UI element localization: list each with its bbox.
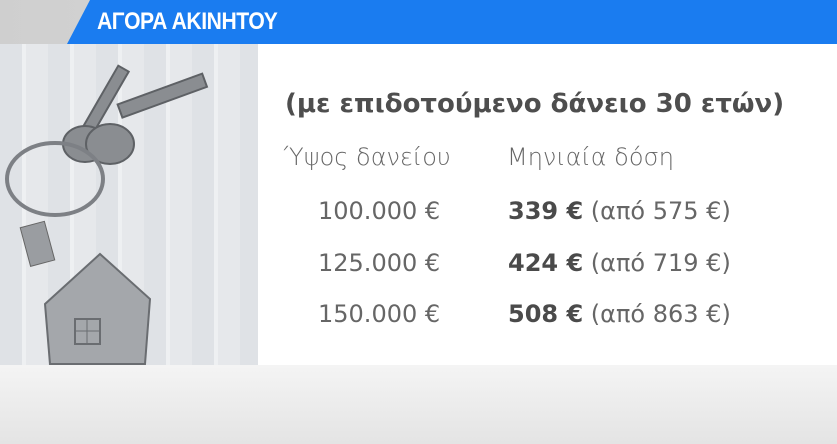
title-banner: ΑΓΟΡΑ ΑΚΙΝΗΤΟΥ [67,0,837,44]
previous-installment: (από 719 €) [590,249,731,277]
info-panel [258,44,837,365]
banner-title: ΑΓΟΡΑ ΑΚΙΝΗΤΟΥ [97,8,278,35]
installment-value: 508 € [508,300,584,328]
header-monthly-installment: Μηνιαία δόση [507,143,674,171]
header-loan-amount: Ύψος δανείου [284,143,451,171]
subtitle: (με επιδοτούμενο δάνειο 30 ετών) [285,89,785,119]
installment-value: 339 € [508,197,584,225]
bottom-background [0,365,837,444]
installment-cell: 508 € (από 863 €) [508,300,731,328]
house-keychain-keys-icon [5,64,209,365]
keys-photo [0,44,258,365]
installment-cell: 339 € (από 575 €) [508,197,731,225]
loan-amount: 150.000 € [318,300,441,328]
loan-amount: 125.000 € [318,249,441,277]
previous-installment: (από 575 €) [590,197,731,225]
previous-installment: (από 863 €) [590,300,731,328]
installment-value: 424 € [508,249,584,277]
loan-amount: 100.000 € [318,197,441,225]
installment-cell: 424 € (από 719 €) [508,249,731,277]
